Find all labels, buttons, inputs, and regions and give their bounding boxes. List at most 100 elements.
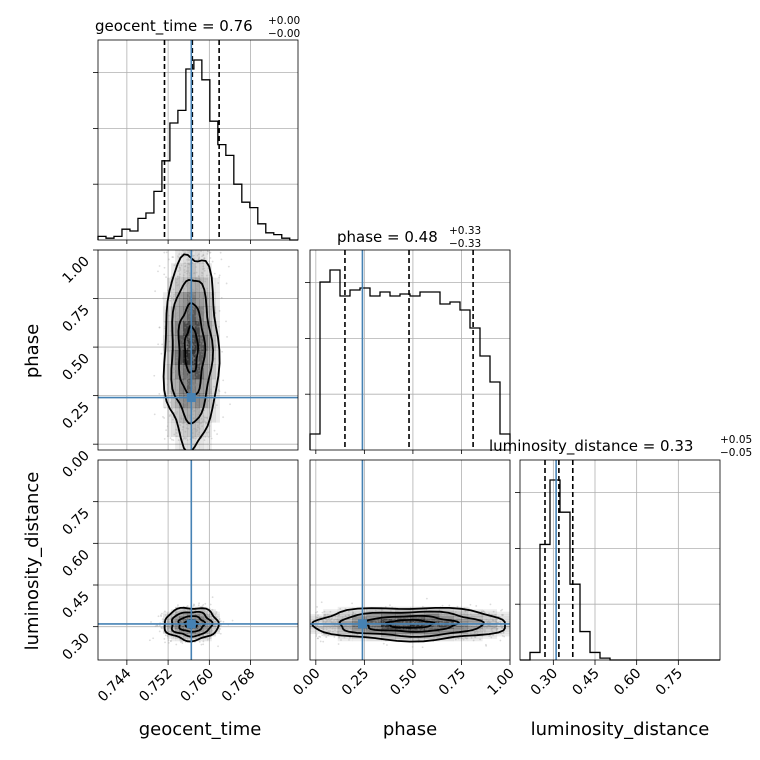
density-cell bbox=[438, 616, 454, 620]
density-cell bbox=[337, 623, 353, 627]
scatter-point bbox=[185, 270, 188, 273]
density-cell bbox=[171, 378, 176, 394]
scatter-point bbox=[476, 632, 478, 635]
scatter-point bbox=[180, 295, 183, 297]
scatter-point bbox=[181, 302, 184, 305]
scatter-point bbox=[202, 415, 205, 418]
scatter-point bbox=[489, 616, 492, 619]
scatter-point bbox=[404, 633, 407, 636]
scatter-point bbox=[197, 426, 200, 429]
scatter-point bbox=[184, 320, 186, 323]
density-cell bbox=[183, 631, 188, 634]
density-cell bbox=[438, 621, 454, 625]
scatter-point bbox=[197, 253, 200, 256]
scatter-point bbox=[169, 299, 172, 302]
density-cell bbox=[211, 628, 216, 632]
scatter-point bbox=[203, 329, 206, 331]
scatter-point bbox=[213, 357, 216, 360]
scatter-point bbox=[176, 624, 179, 627]
scatter-point bbox=[196, 379, 199, 382]
scatter-point bbox=[174, 619, 177, 622]
scatter-point bbox=[194, 300, 197, 303]
scatter-point bbox=[416, 616, 419, 619]
scatter-point bbox=[371, 616, 373, 618]
scatter-point bbox=[208, 389, 211, 392]
scatter-point bbox=[317, 637, 320, 640]
scatter-point bbox=[175, 281, 178, 284]
density-cell bbox=[207, 378, 212, 394]
density-cell bbox=[496, 614, 510, 617]
scatter-point bbox=[195, 271, 198, 274]
scatter-point bbox=[192, 365, 195, 368]
scatter-point bbox=[435, 624, 438, 627]
scatter-point bbox=[454, 638, 457, 641]
scatter-point bbox=[444, 620, 447, 623]
scatter-point bbox=[173, 334, 175, 336]
density-cell bbox=[211, 335, 216, 351]
scatter-point bbox=[370, 624, 373, 627]
scatter-point bbox=[186, 282, 189, 285]
density-cell bbox=[482, 621, 498, 625]
scatter-point bbox=[181, 620, 184, 623]
scatter-point bbox=[157, 615, 160, 618]
density-cell bbox=[191, 378, 196, 394]
scatter-point bbox=[174, 368, 177, 371]
scatter-point bbox=[193, 325, 195, 328]
density-cell bbox=[171, 277, 176, 293]
density-cell bbox=[195, 609, 200, 612]
scatter-point bbox=[193, 357, 196, 360]
scatter-point bbox=[167, 619, 170, 621]
scatter-point bbox=[198, 612, 201, 615]
scatter-point bbox=[173, 371, 175, 374]
density-cell bbox=[195, 611, 200, 615]
scatter-point bbox=[335, 624, 337, 627]
scatter-point bbox=[187, 312, 190, 314]
scatter-point bbox=[193, 632, 196, 635]
scatter-point bbox=[182, 302, 185, 305]
scatter-point bbox=[192, 617, 195, 620]
scatter-point bbox=[198, 631, 201, 634]
scatter-point bbox=[344, 624, 347, 627]
scatter-point bbox=[196, 406, 199, 408]
scatter-point bbox=[496, 618, 499, 621]
scatter-point bbox=[492, 626, 495, 629]
scatter-point bbox=[425, 618, 428, 620]
density-cell bbox=[195, 292, 200, 307]
scatter-point bbox=[329, 610, 332, 613]
scatter-point bbox=[401, 633, 404, 636]
scatter-point bbox=[196, 386, 198, 388]
scatter-point bbox=[176, 411, 179, 413]
scatter-point bbox=[389, 610, 392, 612]
scatter-point bbox=[181, 619, 183, 622]
density-cell bbox=[337, 638, 353, 642]
density-cell bbox=[203, 623, 208, 627]
density-cell bbox=[438, 623, 454, 627]
density-cell bbox=[199, 263, 204, 279]
scatter-point bbox=[185, 401, 187, 403]
scatter-point bbox=[210, 346, 213, 349]
scatter-point bbox=[494, 618, 497, 620]
scatter-point bbox=[200, 287, 203, 290]
scatter-point bbox=[211, 629, 214, 632]
scatter-point bbox=[203, 257, 206, 259]
scatter-point bbox=[192, 255, 194, 258]
scatter-point bbox=[452, 617, 455, 619]
scatter-point bbox=[202, 603, 205, 606]
density-cell bbox=[199, 292, 204, 307]
density-cell bbox=[211, 619, 216, 622]
scatter-point bbox=[176, 275, 179, 278]
title-luminosity-distance: luminosity_distance = 0.33 bbox=[489, 437, 693, 456]
title-phase-minus: −0.33 bbox=[449, 238, 481, 250]
scatter-point bbox=[186, 381, 188, 384]
scatter-point bbox=[327, 618, 330, 621]
density-cell bbox=[323, 626, 339, 630]
scatter-point bbox=[459, 612, 462, 615]
density-cell bbox=[187, 638, 192, 642]
scatter-point bbox=[175, 412, 178, 415]
histogram-phase bbox=[309, 269, 511, 450]
scatter-point bbox=[204, 330, 206, 333]
scatter-point bbox=[316, 606, 318, 608]
scatter-point bbox=[323, 613, 326, 616]
scatter-point bbox=[169, 625, 172, 628]
density-cell bbox=[199, 378, 204, 394]
